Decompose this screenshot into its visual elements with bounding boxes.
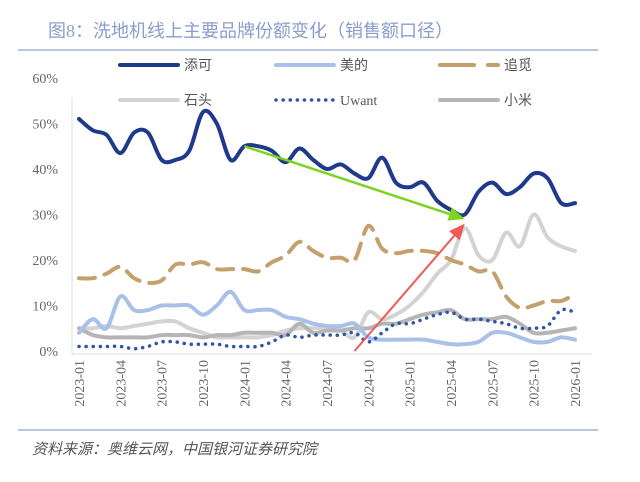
legend-label: Uwant <box>340 94 377 109</box>
annotation-arrow-shaft <box>353 235 456 352</box>
x-tick-label: 2024-04 <box>280 360 295 407</box>
legend-label: 添可 <box>184 58 212 74</box>
x-tick-label: 2024-07 <box>321 360 336 407</box>
series-line-1 <box>77 289 577 347</box>
series-line-0 <box>77 108 577 218</box>
legend-label: 小米 <box>504 93 532 109</box>
x-tick-label: 2025-10 <box>528 360 543 407</box>
y-tick-label: 20% <box>32 254 58 269</box>
legend-label: 石头 <box>184 93 212 109</box>
chart-title: 图8：洗地机线上主要品牌份额变化（销售额口径） <box>48 21 453 41</box>
annotation-arrow-head <box>447 207 465 221</box>
x-tick-label: 2023-10 <box>197 360 212 407</box>
y-tick-label: 0% <box>39 345 58 360</box>
y-tick-label: 40% <box>32 163 58 178</box>
source-note: 资料来源：奥维云网，中国银河证券研究院 <box>32 441 319 458</box>
y-tick-label: 10% <box>32 300 58 315</box>
annotation-arrow-shaft <box>243 145 450 216</box>
series-line-4 <box>77 307 577 351</box>
x-tick-label: 2025-01 <box>404 360 419 407</box>
x-tick-label: 2023-07 <box>156 360 171 407</box>
x-tick-label: 2025-07 <box>486 360 501 407</box>
legend-label: 追觅 <box>504 58 532 74</box>
x-tick-label: 2024-10 <box>362 360 377 407</box>
legend-label: 美的 <box>340 58 368 74</box>
series-line-3 <box>77 212 577 340</box>
y-tick-label: 50% <box>32 118 58 133</box>
x-tick-label: 2026-01 <box>569 360 584 407</box>
y-tick-label: 30% <box>32 209 58 224</box>
x-tick-label: 2023-01 <box>73 360 88 407</box>
series-line-2 <box>77 223 577 311</box>
y-tick-label: 60% <box>32 72 58 87</box>
x-tick-label: 2023-04 <box>114 360 129 407</box>
series-line-5 <box>77 307 577 340</box>
annotation-arrow-head <box>449 223 465 241</box>
x-tick-label: 2024-01 <box>238 360 253 407</box>
x-tick-label: 2025-04 <box>445 360 460 407</box>
